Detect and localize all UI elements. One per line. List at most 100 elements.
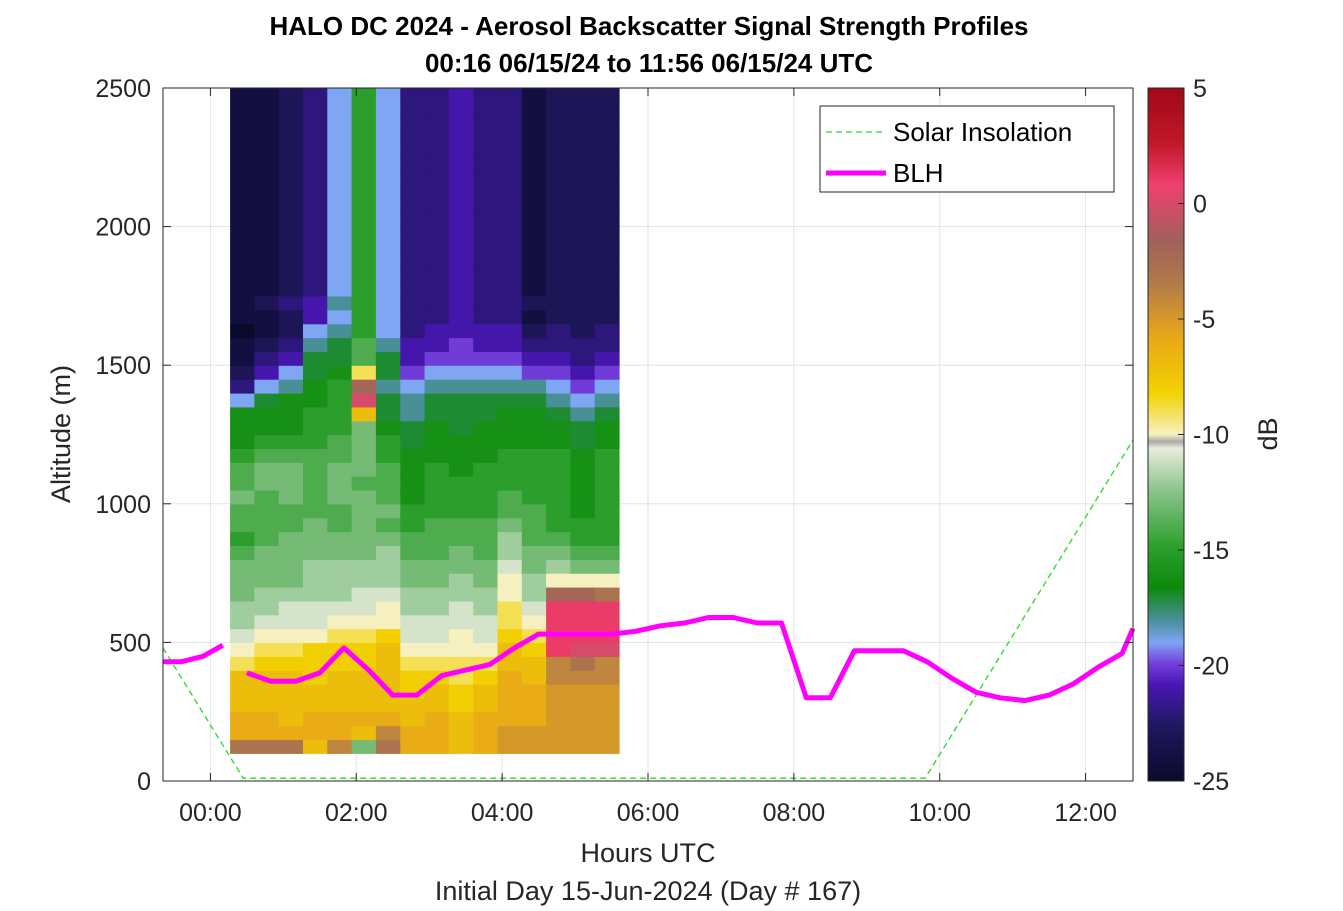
heatmap-cell <box>448 600 474 616</box>
heatmap-cell <box>375 268 401 283</box>
heatmap-cell <box>497 476 523 491</box>
heatmap-cell <box>570 392 596 408</box>
heatmap-cell <box>448 198 474 214</box>
heatmap-cell <box>303 143 328 158</box>
heatmap-cell <box>351 101 377 117</box>
heatmap-cell <box>594 476 620 491</box>
heatmap-cell <box>521 684 547 699</box>
heatmap-cell <box>594 240 620 255</box>
heatmap-cell <box>400 323 426 339</box>
heatmap-cell <box>351 503 377 519</box>
heatmap-cell <box>351 185 377 200</box>
heatmap-cell <box>254 295 280 311</box>
heatmap-cell <box>400 628 426 643</box>
heatmap-cell <box>254 115 280 131</box>
heatmap-cell <box>230 212 255 228</box>
heatmap-cell <box>473 573 499 588</box>
heatmap-cell <box>473 503 499 519</box>
heatmap-cell <box>473 295 499 311</box>
heatmap-cell <box>327 365 353 380</box>
heatmap-cell <box>570 254 596 269</box>
heatmap-cell <box>594 517 620 533</box>
heatmap-cell <box>570 711 596 727</box>
heatmap-cell <box>497 143 523 158</box>
heatmap-cell <box>570 143 596 158</box>
heatmap-cell <box>594 379 620 394</box>
heatmap-cell <box>375 198 401 214</box>
heatmap-cell <box>570 171 596 186</box>
heatmap-cell <box>521 157 547 172</box>
heatmap-cell <box>497 157 523 172</box>
heatmap-cell <box>254 545 280 560</box>
heatmap-cell <box>327 559 353 574</box>
heatmap-cell <box>546 226 571 242</box>
heatmap-cell <box>278 517 304 533</box>
heatmap-cell <box>230 226 255 242</box>
heatmap-cell <box>400 739 426 754</box>
y-tick-label: 1000 <box>95 491 151 519</box>
heatmap-cell <box>473 711 499 727</box>
heatmap-cell <box>546 392 571 408</box>
heatmap-cell <box>546 559 571 574</box>
heatmap-cell <box>424 268 450 283</box>
heatmap-cell <box>546 587 571 602</box>
heatmap-cell <box>424 739 450 754</box>
heatmap-cell <box>230 684 255 699</box>
heatmap-cell <box>594 448 620 463</box>
heatmap-cell <box>594 254 620 269</box>
heatmap-cell <box>375 420 401 436</box>
heatmap-cell <box>424 101 450 117</box>
heatmap-cell <box>424 379 450 394</box>
heatmap-cell <box>424 600 450 616</box>
heatmap-cell <box>400 171 426 186</box>
heatmap-cell <box>254 254 280 269</box>
heatmap-cell <box>448 614 474 630</box>
heatmap-cell <box>497 392 523 408</box>
heatmap-cell <box>546 185 571 200</box>
heatmap-cell <box>327 282 353 297</box>
heatmap-cell <box>303 489 328 505</box>
heatmap-cell <box>570 337 596 352</box>
heatmap-cell <box>303 157 328 172</box>
heatmap-cell <box>570 129 596 145</box>
heatmap-cell <box>230 198 255 214</box>
heatmap-cell <box>400 254 426 269</box>
heatmap-cell <box>473 448 499 463</box>
heatmap-cell <box>230 157 255 172</box>
heatmap-cell <box>570 309 596 325</box>
heatmap-cell <box>351 587 377 602</box>
heatmap-cell <box>327 323 353 339</box>
heatmap-cell <box>473 337 499 352</box>
heatmap-cell <box>424 143 450 158</box>
heatmap-cell <box>278 697 304 713</box>
heatmap-cell <box>473 254 499 269</box>
heatmap-cell <box>351 212 377 228</box>
heatmap-cell <box>424 545 450 560</box>
x-tick-label: 10:00 <box>908 799 971 827</box>
heatmap-cell <box>327 600 353 616</box>
heatmap-cell <box>303 476 328 491</box>
heatmap-cell <box>278 600 304 616</box>
heatmap-cell <box>521 739 547 754</box>
heatmap-cell <box>497 448 523 463</box>
heatmap-cell <box>424 642 450 657</box>
heatmap-cell <box>497 462 523 477</box>
heatmap-cell <box>448 379 474 394</box>
heatmap-cell <box>278 573 304 588</box>
heatmap-cell <box>303 171 328 186</box>
heatmap-cell <box>375 392 401 408</box>
heatmap-cell <box>278 157 304 172</box>
heatmap-cell <box>254 628 280 643</box>
heatmap-cell <box>473 476 499 491</box>
heatmap-cell <box>375 503 401 519</box>
x-tick-label: 06:00 <box>617 799 680 827</box>
heatmap-cell <box>278 282 304 297</box>
heatmap-cell <box>424 587 450 602</box>
heatmap-cell <box>521 212 547 228</box>
heatmap-cell <box>351 351 377 366</box>
heatmap <box>230 88 620 754</box>
heatmap-cell <box>327 295 353 311</box>
heatmap-cell <box>230 559 255 574</box>
heatmap-cell <box>400 351 426 366</box>
heatmap-cell <box>351 684 377 699</box>
